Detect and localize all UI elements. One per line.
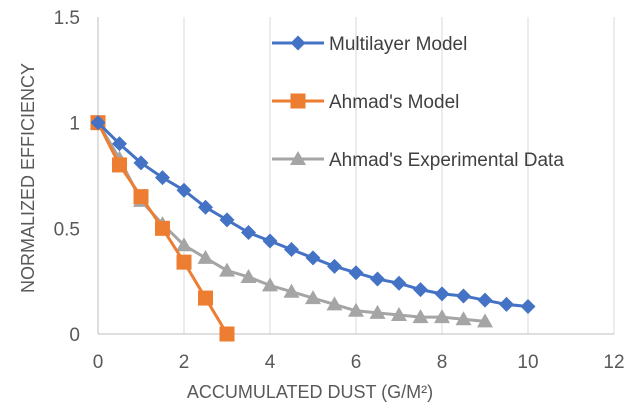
- x-axis-title: ACCUMULATED DUST (G/M²): [187, 382, 433, 402]
- legend-item-1: Multilayer Model: [272, 34, 467, 55]
- y-axis-title: NORMALIZED EFFICIENCY: [18, 63, 38, 293]
- legend-item-2: Ahmad's Model: [272, 92, 459, 113]
- legend-label: Ahmad's Experimental Data: [329, 150, 564, 171]
- data-point: [455, 311, 472, 326]
- data-point: [219, 326, 235, 342]
- data-point: [477, 313, 493, 328]
- data-point: [305, 250, 321, 266]
- legend-swatch-marker: [290, 151, 306, 165]
- x-tick-label: 10: [517, 352, 538, 373]
- data-point: [434, 309, 450, 324]
- data-point: [520, 299, 536, 315]
- data-point: [198, 290, 213, 306]
- data-point: [434, 286, 450, 302]
- y-tick-label: 1.5: [54, 8, 80, 29]
- series-3: [90, 114, 493, 328]
- data-point: [348, 302, 364, 317]
- legend-item-3: Ahmad's Experimental Data: [272, 150, 564, 171]
- x-tick-label: 4: [265, 352, 276, 373]
- data-point: [219, 212, 235, 228]
- data-point: [262, 233, 278, 249]
- data-point: [112, 136, 127, 152]
- y-tick-label: 0: [69, 325, 80, 346]
- data-point: [133, 155, 149, 171]
- x-tick-label: 6: [351, 352, 362, 373]
- x-tick-label: 0: [93, 352, 104, 373]
- data-point: [369, 304, 386, 319]
- data-point: [283, 283, 300, 298]
- data-point: [412, 309, 429, 324]
- data-point: [456, 288, 471, 304]
- y-tick-label: 1: [69, 114, 80, 135]
- y-tick-label: 0.5: [54, 219, 80, 240]
- data-point: [326, 296, 343, 311]
- data-point: [90, 115, 106, 131]
- data-point: [327, 258, 342, 274]
- data-point: [176, 182, 192, 198]
- x-tick-label: 8: [437, 352, 448, 373]
- series-layer: [90, 114, 536, 342]
- data-point: [155, 220, 170, 236]
- data-point: [176, 254, 192, 270]
- legend-label: Ahmad's Model: [329, 92, 459, 113]
- data-point: [477, 292, 493, 308]
- data-point: [391, 275, 407, 291]
- data-point: [499, 296, 514, 312]
- data-point: [197, 249, 214, 264]
- data-point: [112, 157, 127, 173]
- data-point: [198, 199, 213, 215]
- data-point: [240, 268, 257, 283]
- data-point: [370, 271, 385, 287]
- data-point: [348, 265, 364, 281]
- series-2: [90, 115, 235, 342]
- axes: [97, 17, 614, 335]
- grid-lines: [183, 17, 615, 334]
- data-point: [391, 306, 407, 321]
- data-point: [305, 290, 321, 305]
- data-point: [262, 277, 278, 292]
- x-tick-label: 2: [179, 352, 190, 373]
- legend: Multilayer Model Ahmad's Model Ahmad's Exp…: [272, 34, 564, 171]
- legend-swatch-marker: [290, 35, 306, 51]
- tick-labels: 0 0.5 1 1.5 0 2 4 6 8 10 12: [54, 8, 625, 373]
- data-point: [176, 237, 192, 252]
- data-point: [413, 282, 428, 298]
- data-point: [133, 189, 149, 205]
- series-1: [90, 115, 536, 315]
- x-tick-label: 12: [603, 352, 624, 373]
- legend-label: Multilayer Model: [329, 34, 467, 55]
- data-point: [284, 241, 299, 257]
- data-point: [219, 262, 235, 277]
- data-point: [241, 225, 256, 241]
- data-point: [155, 170, 170, 186]
- legend-swatch-marker: [290, 93, 306, 109]
